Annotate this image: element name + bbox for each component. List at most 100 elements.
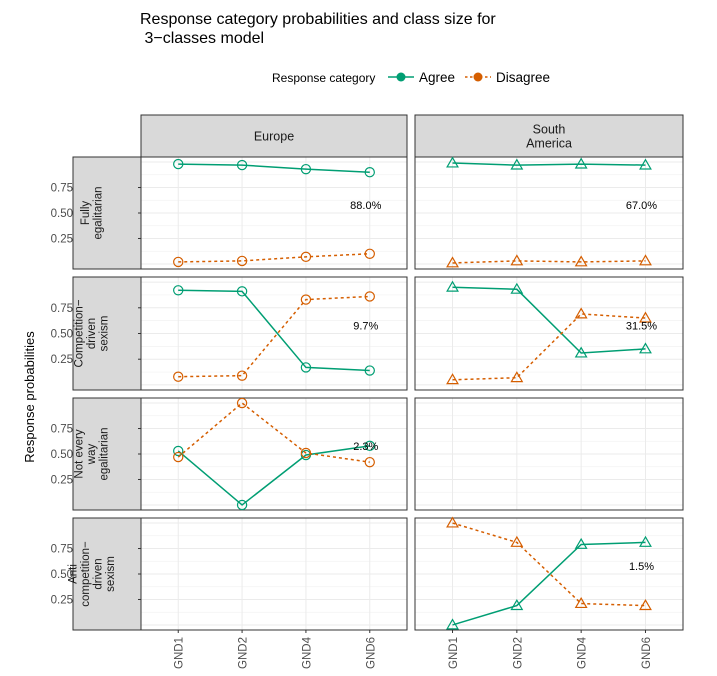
data-point-disagree xyxy=(300,294,312,305)
y-tick-label: 0.25 xyxy=(51,233,73,245)
chart-title: Response category probabilities and clas… xyxy=(140,11,496,47)
series-line-disagree xyxy=(178,253,370,263)
class-size-label: 31.5% xyxy=(626,320,657,332)
legend-agree-point-swatch xyxy=(396,72,406,82)
legend-title: Response category xyxy=(272,71,375,85)
row-strip-label: Not every xyxy=(74,429,86,478)
class-size-label: 1.5% xyxy=(629,561,654,573)
column-strip-label: Europe xyxy=(254,130,294,144)
data-point-agree xyxy=(639,342,652,354)
chart-title-line-2: 3−classes model xyxy=(140,30,264,47)
data-point-disagree xyxy=(639,311,652,323)
chart-title-line-1: Response category probabilities and clas… xyxy=(140,11,496,28)
panel-data-r3-c1: 2.3% xyxy=(173,397,379,511)
data-point-disagree xyxy=(639,254,652,266)
series-line-agree xyxy=(178,163,370,173)
x-tick-label: GND6 xyxy=(365,637,377,669)
column-strip: Europe xyxy=(140,114,408,158)
row-strip: Not every way egalitarian xyxy=(72,397,142,511)
legend-agree-label: Agree xyxy=(419,70,455,85)
series-line-disagree xyxy=(452,313,646,381)
data-point-disagree xyxy=(364,456,375,468)
data-point-agree xyxy=(446,618,459,630)
panel-border xyxy=(414,517,684,631)
row-strip: Fully egalitarian xyxy=(72,156,142,270)
data-point-agree xyxy=(236,499,248,511)
x-tick-label: GND2 xyxy=(238,637,250,669)
data-point-disagree xyxy=(574,307,588,319)
data-point-agree xyxy=(173,158,184,170)
x-tick-label: GND4 xyxy=(301,636,313,669)
row-strip-label: Anti xyxy=(67,564,79,584)
x-tick-label: GND4 xyxy=(577,636,589,669)
row-strip-background xyxy=(72,397,142,511)
class-size-label: 67.0% xyxy=(626,200,657,212)
data-point-agree xyxy=(510,599,524,611)
panel-border xyxy=(140,517,408,631)
panel-r2-c2 xyxy=(414,276,684,391)
data-point-disagree xyxy=(364,291,375,302)
data-point-disagree xyxy=(446,516,459,528)
data-point-agree xyxy=(300,362,312,373)
row-strip-label: Fully xyxy=(80,201,92,226)
row-strip-label: sexism xyxy=(105,556,117,592)
x-tick-label: GND1 xyxy=(448,637,460,669)
row-strip-label: competition− xyxy=(80,541,92,607)
panel-data-r4-c2: 1.5% xyxy=(446,516,654,630)
legend-disagree-point-swatch xyxy=(473,72,483,82)
data-point-disagree xyxy=(300,251,312,263)
panel-r3-c1 xyxy=(140,397,408,511)
y-tick-label: 0.75 xyxy=(51,303,73,315)
data-point-disagree xyxy=(510,371,524,383)
panel-r3-c2 xyxy=(414,397,684,511)
y-tick-label: 0.75 xyxy=(51,544,73,556)
data-point-agree xyxy=(574,346,588,358)
row-strip: Anti competition− driven sexism xyxy=(67,517,142,631)
data-point-disagree xyxy=(236,370,248,381)
class-size-label: 9.7% xyxy=(353,320,378,332)
data-point-disagree xyxy=(173,371,184,382)
class-size-label: 2.3% xyxy=(353,441,378,453)
data-point-disagree xyxy=(173,256,184,268)
row-strip-label: egalitarian xyxy=(92,186,104,239)
panel-border xyxy=(414,397,684,511)
data-point-agree xyxy=(364,365,375,376)
data-point-agree xyxy=(364,440,375,452)
y-tick-label: 0.75 xyxy=(51,424,73,436)
column-strip-label: America xyxy=(526,137,572,151)
y-tick-label: 0.25 xyxy=(51,474,73,486)
series-line-agree xyxy=(452,162,646,166)
panel-border xyxy=(140,276,408,391)
legend-disagree-label: Disagree xyxy=(496,70,550,85)
data-point-agree xyxy=(639,535,652,547)
data-point-disagree xyxy=(510,254,524,266)
data-point-agree xyxy=(236,159,248,171)
data-point-disagree xyxy=(446,373,459,385)
y-tick-label: 0.25 xyxy=(51,354,73,366)
data-point-disagree xyxy=(236,255,248,267)
panel-border xyxy=(140,156,408,270)
y-tick-label: 0.50 xyxy=(51,569,73,581)
panel-r2-c1 xyxy=(140,276,408,391)
data-point-agree xyxy=(236,286,248,297)
series-line-disagree xyxy=(452,260,646,264)
x-tick-label: GND6 xyxy=(641,637,653,669)
legend-item-disagree: Disagree xyxy=(465,70,550,85)
row-strip-background xyxy=(72,276,142,391)
panel-r1-c1 xyxy=(140,156,408,270)
column-strip-label: South xyxy=(533,123,566,137)
data-point-agree xyxy=(173,285,184,296)
data-point-agree xyxy=(173,445,184,457)
data-point-disagree xyxy=(574,596,588,609)
row-strip-label: driven xyxy=(92,558,104,589)
row-strip-label: sexism xyxy=(99,316,111,352)
panel-border xyxy=(414,156,684,270)
panel-border xyxy=(140,397,408,511)
data-point-disagree xyxy=(639,599,652,611)
data-point-agree xyxy=(364,167,375,178)
data-point-disagree xyxy=(574,255,588,267)
series-line-agree xyxy=(177,445,370,506)
data-point-agree xyxy=(300,163,312,175)
panel-data-r2-c1: 9.7% xyxy=(173,285,379,382)
data-point-agree xyxy=(510,158,524,170)
